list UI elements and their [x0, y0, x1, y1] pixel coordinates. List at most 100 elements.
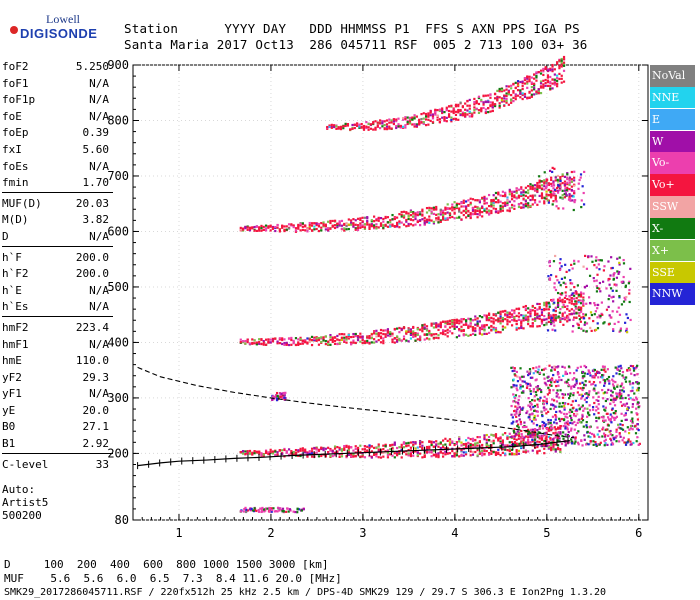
echo-point	[540, 322, 544, 325]
echo-point	[359, 332, 362, 335]
echo-point	[515, 412, 518, 415]
echo-point	[447, 115, 451, 118]
echo-point	[464, 446, 468, 449]
echo-point	[448, 216, 452, 219]
echo-point	[497, 201, 500, 204]
echo-point	[620, 392, 623, 395]
echo-point	[485, 323, 488, 327]
echo-point	[539, 396, 542, 399]
echo-point	[379, 119, 382, 122]
echo-point	[569, 394, 572, 397]
echo-point	[545, 180, 548, 183]
echo-point	[546, 178, 549, 181]
echo-point	[379, 224, 383, 227]
echo-point	[637, 428, 640, 432]
echo-point	[444, 206, 447, 209]
echo-point	[610, 443, 613, 446]
echo-point	[395, 120, 398, 123]
echo-point	[382, 455, 385, 458]
echo-point	[603, 367, 606, 370]
echo-point	[574, 436, 577, 439]
echo-point	[609, 418, 612, 421]
echo-point	[542, 443, 545, 446]
echo-point	[555, 410, 558, 414]
echo-point	[594, 384, 597, 387]
echo-point	[574, 199, 577, 202]
echo-point	[474, 450, 477, 454]
echo-point	[569, 414, 572, 417]
echo-point	[412, 212, 415, 215]
echo-point	[481, 205, 484, 208]
echo-point	[523, 380, 526, 383]
echo-point	[560, 378, 563, 382]
echo-point	[501, 439, 504, 442]
param-value: N/A	[89, 283, 109, 297]
echo-point	[556, 380, 559, 383]
echo-point	[442, 217, 445, 220]
param-name: foE	[2, 109, 22, 123]
echo-point	[414, 335, 417, 338]
echo-point	[382, 329, 385, 332]
echo-point	[621, 370, 625, 374]
echo-point	[278, 228, 281, 231]
echo-point	[528, 418, 532, 421]
echo-point	[615, 276, 619, 279]
echo-point	[442, 331, 445, 334]
echo-point	[500, 97, 504, 100]
echo-point	[264, 224, 268, 227]
echo-point	[593, 413, 596, 416]
echo-point	[504, 195, 507, 198]
echo-point	[547, 201, 550, 204]
echo-point	[442, 452, 445, 455]
echo-point	[582, 329, 585, 332]
echo-point	[549, 190, 552, 194]
echo-point	[437, 323, 440, 326]
echo-point	[513, 309, 516, 312]
echo-point	[393, 441, 396, 444]
echo-point	[437, 217, 440, 220]
echo-point	[543, 171, 546, 174]
echo-point	[614, 412, 617, 415]
x-tick-label: 2	[267, 526, 274, 540]
echo-point	[619, 400, 622, 404]
echo-point	[258, 229, 261, 232]
echo-point	[611, 443, 615, 446]
echo-point	[541, 435, 544, 438]
echo-point	[381, 119, 384, 123]
echo-point	[352, 332, 355, 336]
echo-point	[412, 211, 415, 214]
echo-point	[471, 198, 475, 201]
echo-point	[547, 315, 550, 318]
echo-point	[490, 328, 493, 332]
echo-point	[557, 379, 560, 382]
echo-point	[618, 256, 621, 259]
echo-point	[515, 415, 518, 418]
echo-point	[529, 408, 533, 411]
echo-point	[500, 100, 504, 103]
echo-point	[504, 191, 507, 194]
echo-point	[554, 288, 558, 292]
echo-point	[368, 226, 371, 229]
echo-point	[618, 313, 622, 316]
echo-point	[439, 441, 442, 444]
echo-point	[547, 199, 550, 202]
echo-point	[517, 202, 521, 206]
echo-point	[557, 207, 560, 210]
echo-point	[271, 340, 275, 343]
echo-point	[588, 317, 591, 320]
echo-point	[345, 455, 348, 458]
echo-point	[551, 299, 554, 303]
echo-point	[416, 446, 419, 449]
echo-point	[391, 338, 394, 341]
echo-point	[508, 312, 511, 316]
echo-point	[542, 79, 545, 82]
echo-point	[550, 176, 553, 179]
echo-point	[625, 376, 628, 379]
echo-point	[451, 321, 454, 324]
echo-point	[484, 108, 487, 111]
echo-point	[481, 449, 484, 453]
echo-point	[568, 176, 572, 179]
echo-point	[581, 419, 585, 422]
echo-point	[512, 429, 515, 432]
